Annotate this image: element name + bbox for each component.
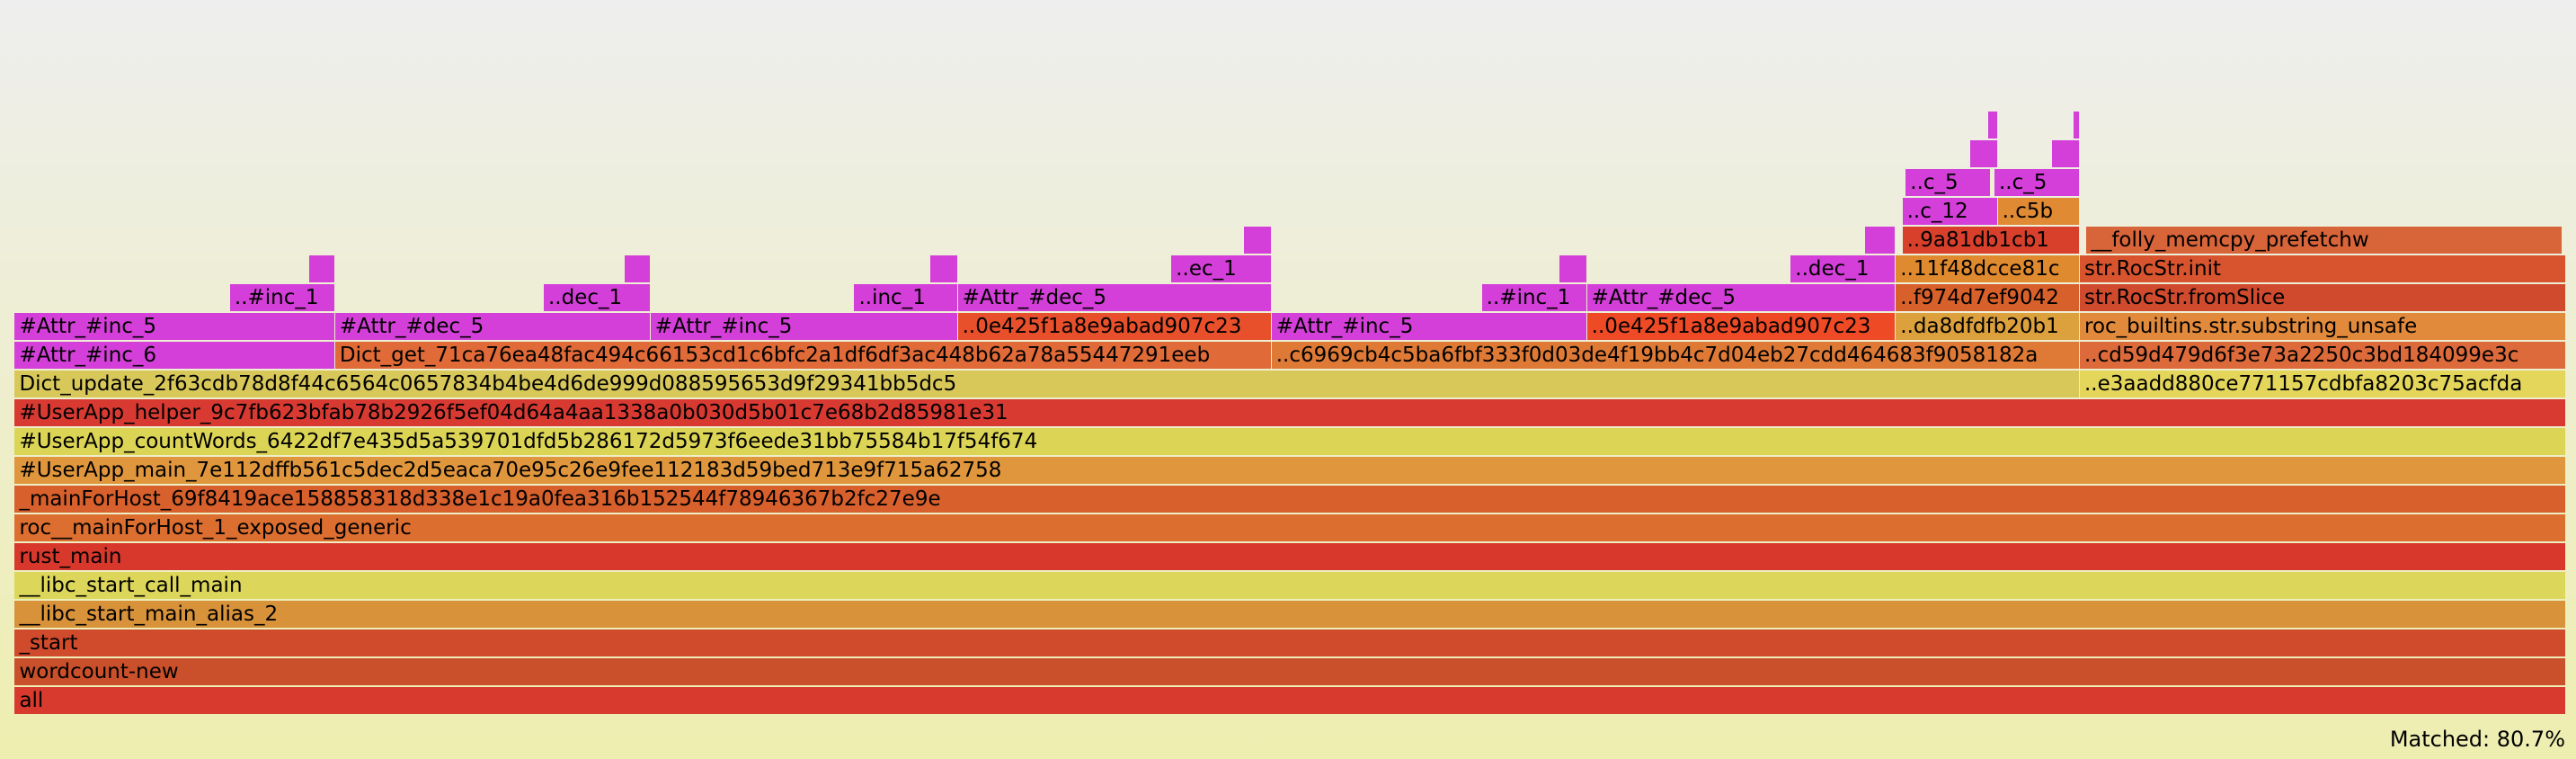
frame[interactable]: ..inc_1: [854, 284, 958, 311]
frame[interactable]: [1243, 227, 1272, 254]
frame[interactable]: #UserApp_helper_9c7fb623bfab78b2926f5ef0…: [14, 399, 2567, 426]
frame[interactable]: wordcount-new: [14, 658, 2567, 685]
frame[interactable]: ..0e425f1a8e9abad907c23: [957, 313, 1272, 340]
frame[interactable]: ..0e425f1a8e9abad907c23: [1586, 313, 1896, 340]
frame[interactable]: ..e3aadd880ce771157cdbfa8203c75acfda: [2080, 371, 2567, 397]
frame[interactable]: #Attr_#dec_5: [957, 284, 1272, 311]
frame[interactable]: str.RocStr.init: [2080, 255, 2567, 282]
frame[interactable]: [624, 255, 651, 282]
frame[interactable]: ..c_5: [1994, 169, 2080, 196]
frame[interactable]: #Attr_#inc_5: [1271, 313, 1587, 340]
frame[interactable]: ..dec_1: [544, 284, 651, 311]
frame[interactable]: __libc_start_main_alias_2: [14, 601, 2567, 628]
frame[interactable]: ..cd59d479d6f3e73a2250c3bd184099e3c: [2080, 342, 2567, 369]
frame[interactable]: roc_builtins.str.substring_unsafe: [2080, 313, 2567, 340]
frame[interactable]: ..#inc_1: [1481, 284, 1587, 311]
frame[interactable]: Dict_update_2f63cdb78d8f44c6564c0657834b…: [14, 371, 2080, 397]
frame[interactable]: __libc_start_call_main: [14, 572, 2567, 599]
frame[interactable]: [1864, 227, 1896, 254]
frame[interactable]: ..9a81db1cb1: [1902, 227, 2080, 254]
frame[interactable]: [2051, 140, 2080, 167]
frame[interactable]: ..11f48dcce81c: [1896, 255, 2080, 282]
frame[interactable]: _mainForHost_69f8419ace158858318d338e1c1…: [14, 486, 2567, 513]
frame[interactable]: #Attr_#dec_5: [1586, 284, 1896, 311]
frame[interactable]: str.RocStr.fromSlice: [2080, 284, 2567, 311]
frame[interactable]: ..#inc_1: [229, 284, 335, 311]
frame[interactable]: [308, 255, 335, 282]
frame[interactable]: ..c_5: [1905, 169, 1992, 196]
frame[interactable]: #Attr_#inc_6: [14, 342, 335, 369]
frame[interactable]: #UserApp_main_7e112dffb561c5dec2d5eaca70…: [14, 457, 2567, 484]
frame[interactable]: [1969, 140, 1998, 167]
frame[interactable]: [1559, 255, 1587, 282]
frame[interactable]: [929, 255, 958, 282]
frame[interactable]: Dict_get_71ca76ea48fac494c66153cd1c6bfc2…: [334, 342, 1272, 369]
match-status: Matched: 80.7%: [2389, 727, 2565, 752]
frame[interactable]: ..c_12: [1902, 198, 1998, 225]
frame[interactable]: ..c6969cb4c5ba6fbf333f0d03de4f19bb4c7d04…: [1271, 342, 2080, 369]
frame[interactable]: #Attr_#dec_5: [334, 313, 651, 340]
frame[interactable]: all: [14, 687, 2567, 714]
frame[interactable]: #Attr_#inc_5: [14, 313, 335, 340]
frame[interactable]: [1987, 112, 1998, 138]
frame[interactable]: [2073, 112, 2080, 138]
frame[interactable]: __folly_memcpy_prefetchw: [2086, 227, 2563, 254]
frame[interactable]: ..c5b: [1997, 198, 2080, 225]
frame[interactable]: ..da8dfdfb20b1: [1896, 313, 2080, 340]
frame[interactable]: ..f974d7ef9042: [1896, 284, 2080, 311]
frame[interactable]: _start: [14, 630, 2567, 656]
frame[interactable]: #Attr_#inc_5: [650, 313, 958, 340]
frame[interactable]: rust_main: [14, 543, 2567, 570]
frame[interactable]: ..dec_1: [1790, 255, 1896, 282]
frame[interactable]: ..ec_1: [1171, 255, 1272, 282]
frame[interactable]: roc__mainForHost_1_exposed_generic: [14, 514, 2567, 541]
frame[interactable]: #UserApp_countWords_6422df7e435d5a539701…: [14, 428, 2567, 455]
